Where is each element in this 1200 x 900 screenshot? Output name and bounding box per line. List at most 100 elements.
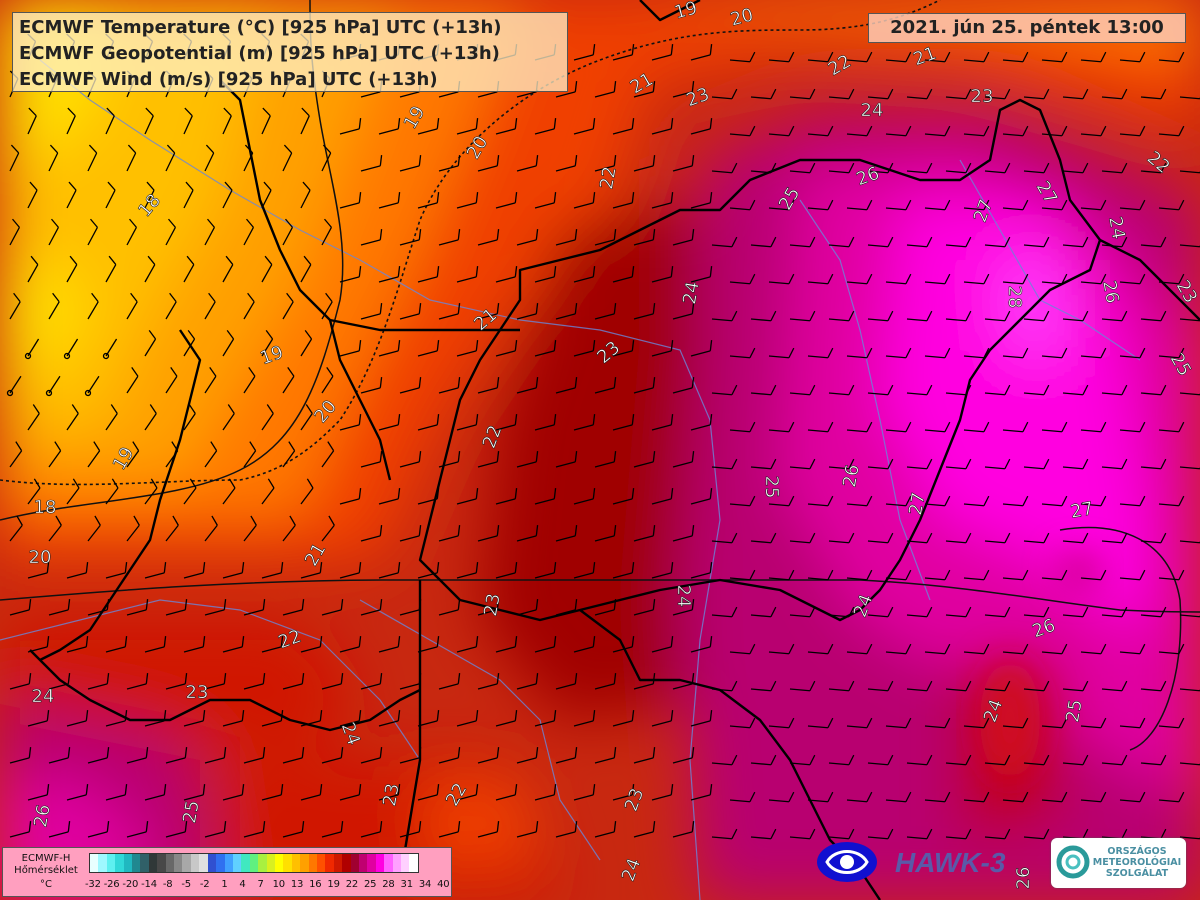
wind-barb-feather <box>145 599 149 610</box>
wind-barb-shaft <box>594 387 615 394</box>
wind-barb-feather <box>631 636 635 647</box>
wind-barb-shaft <box>1101 540 1122 544</box>
wind-barb-shaft <box>261 264 273 283</box>
wind-barb-feather <box>1061 421 1068 433</box>
isotherm-label: 25 <box>761 476 782 499</box>
wind-barb-feather <box>1004 236 1011 248</box>
wind-barb <box>27 636 50 653</box>
wind-barb <box>750 236 777 248</box>
wind-barb <box>555 451 578 468</box>
wind-barb <box>807 273 834 285</box>
legend-swatch <box>174 854 183 872</box>
wind-barb <box>1101 458 1128 470</box>
wind-barb-feather <box>613 451 617 462</box>
wind-barb-feather <box>709 710 713 721</box>
wind-barb <box>672 747 695 764</box>
wind-barb-shaft <box>729 799 750 803</box>
wind-barb <box>828 162 855 174</box>
wind-barb-shaft <box>729 577 750 581</box>
wind-barb-shaft <box>846 133 867 137</box>
wind-barb-feather <box>436 562 440 573</box>
wind-barb-shaft <box>906 170 927 174</box>
legend-swatch <box>342 854 351 872</box>
wind-barb-shaft <box>300 115 310 135</box>
wind-barb-feather <box>457 303 461 314</box>
wind-barb-shaft <box>1179 318 1200 322</box>
wind-barb-feather <box>226 329 235 340</box>
wind-barb-feather <box>652 377 656 388</box>
wind-barb-shaft <box>789 170 810 174</box>
wind-barb-shaft <box>1023 540 1044 544</box>
wind-barb-shaft <box>906 540 927 544</box>
wind-barb <box>360 377 383 394</box>
wind-barb-shaft <box>1080 577 1101 581</box>
wind-barb-feather <box>1178 495 1185 507</box>
wind-barb-feather <box>1061 199 1068 211</box>
wind-barb <box>594 155 617 172</box>
wind-barb <box>924 347 951 359</box>
wind-barb <box>555 81 578 98</box>
legend-swatch <box>409 854 418 872</box>
wind-barb <box>87 515 101 542</box>
wind-barb <box>1101 384 1128 396</box>
wind-barb <box>105 710 128 727</box>
wind-barb-feather <box>436 488 440 499</box>
wind-barb-shaft <box>1140 688 1161 692</box>
wind-barb-shaft <box>9 609 30 616</box>
wind-barb-feather <box>613 81 617 92</box>
wind-barb-shaft <box>690 128 711 135</box>
wind-barb <box>456 710 479 727</box>
wind-barb-shaft <box>594 313 615 320</box>
wind-barb-feather <box>457 155 461 166</box>
wind-barb-shaft <box>846 503 867 507</box>
legend-swatch <box>308 854 317 872</box>
wind-barb <box>711 606 738 618</box>
wind-barb <box>1158 51 1185 63</box>
wind-barb-feather <box>202 784 206 795</box>
wind-barb-feather <box>944 791 951 803</box>
wind-barb-feather <box>983 125 990 137</box>
wind-barb <box>105 784 128 801</box>
wind-barb <box>690 710 713 727</box>
wind-barb <box>1062 532 1089 544</box>
wind-barb-shaft <box>1101 244 1122 248</box>
wind-barb-shaft <box>789 540 810 544</box>
wind-barb-shaft <box>963 503 984 507</box>
wind-barb <box>651 44 674 61</box>
wind-barb-feather <box>132 441 140 452</box>
wind-barb-feather <box>749 643 756 655</box>
wind-barb-feather <box>905 569 912 581</box>
wind-barb-shaft <box>399 239 420 246</box>
wind-barb-feather <box>827 273 834 285</box>
wind-barb-feather <box>983 717 990 729</box>
wind-barb <box>144 478 158 505</box>
wind-barb-feather <box>108 255 117 265</box>
wind-barb-shaft <box>399 387 420 394</box>
wind-barb-shaft <box>456 202 477 209</box>
wind-barb <box>144 255 156 283</box>
wind-barb-feather <box>1061 717 1068 729</box>
wind-barb-shaft <box>963 725 984 729</box>
wind-barb-feather <box>848 236 855 248</box>
wind-barb-feather <box>1004 88 1011 100</box>
wind-barb-feather <box>46 784 50 795</box>
wind-barb-shaft <box>690 350 711 357</box>
wind-barb-feather <box>397 192 401 203</box>
wind-barb <box>555 747 578 764</box>
wind-barb-shaft <box>516 313 537 320</box>
wind-barb-feather <box>965 754 972 766</box>
wind-barb-shaft <box>807 503 828 507</box>
wind-barb-shaft <box>165 227 177 246</box>
wind-barb-shaft <box>1023 318 1044 322</box>
wind-barb-shaft <box>360 165 381 172</box>
wind-barb <box>282 673 305 690</box>
wind-calm-circle <box>45 389 53 397</box>
wind-barb-shaft <box>300 794 321 801</box>
legend-swatch <box>199 854 208 872</box>
wind-barb-shaft <box>768 281 789 285</box>
wind-barb-shaft <box>339 498 360 505</box>
wind-barb-shaft <box>261 413 274 431</box>
wind-barb-shaft <box>729 133 750 137</box>
wind-barb <box>48 747 71 764</box>
